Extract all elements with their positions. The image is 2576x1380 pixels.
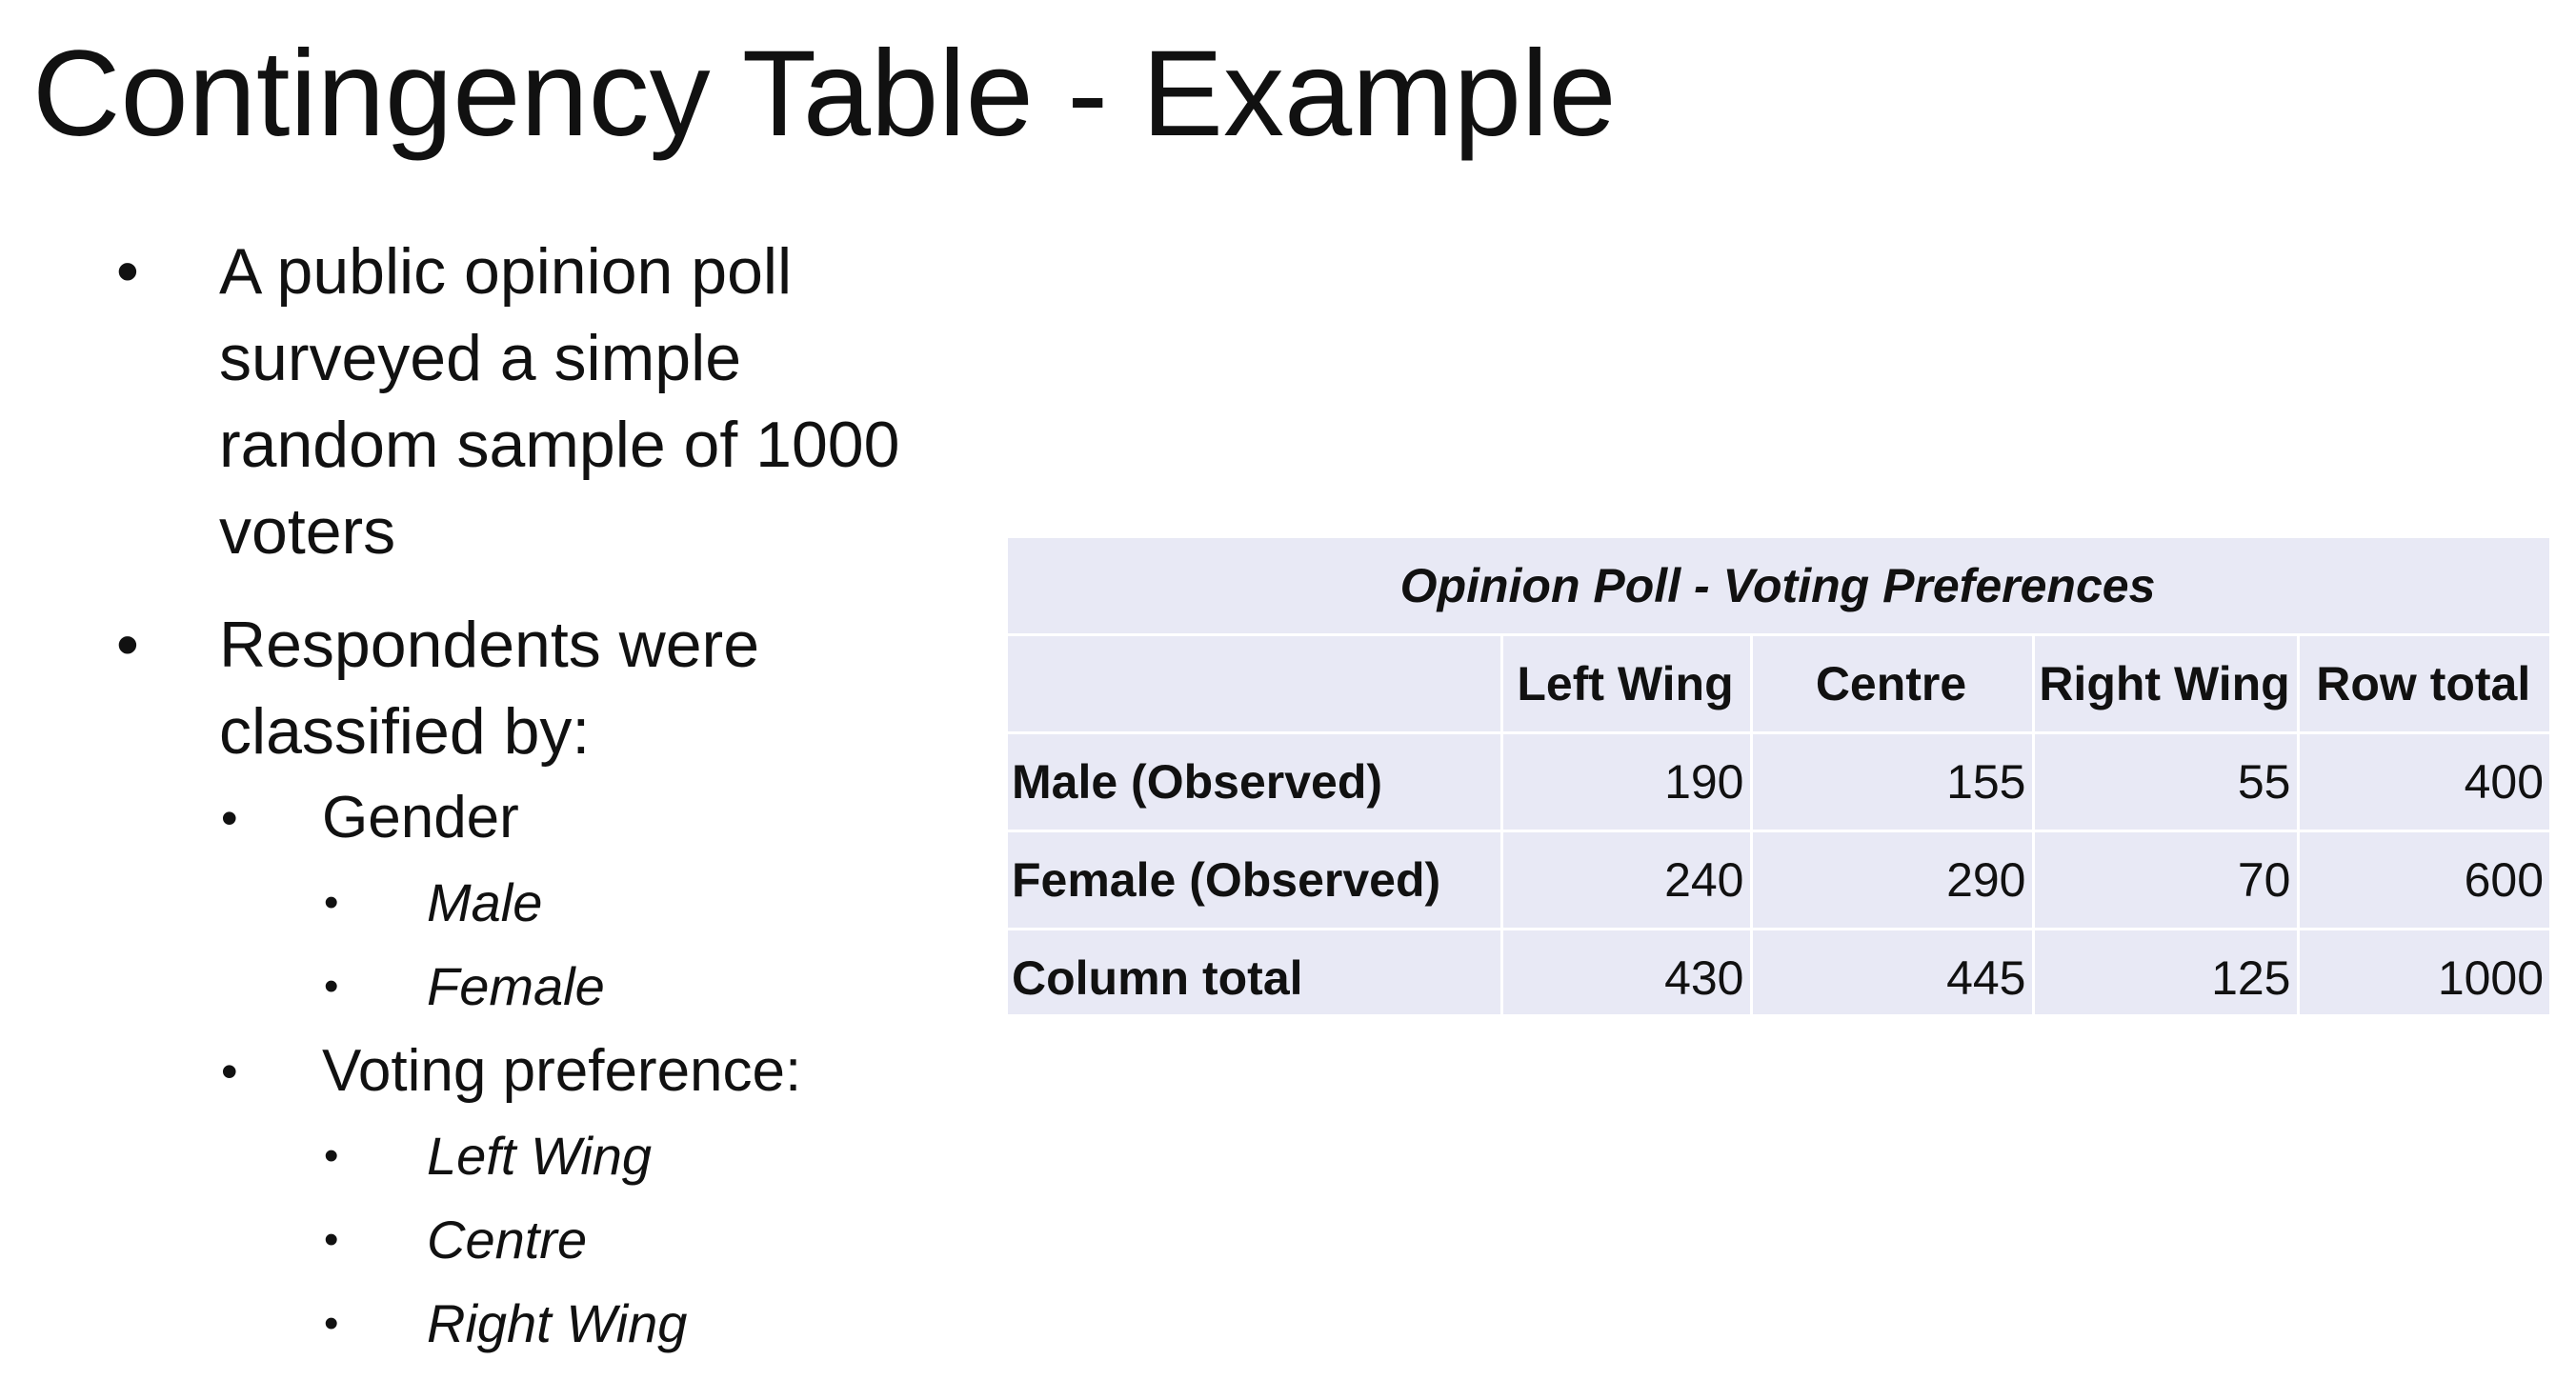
row-label: Female (Observed) — [1008, 830, 1501, 930]
contingency-table: Opinion Poll - Voting Preferences Left W… — [1008, 538, 2550, 1026]
table-cell: 430 — [1499, 928, 1751, 1026]
poll-table: Opinion Poll - Voting Preferences Left W… — [1008, 538, 2550, 1026]
table-header-row: Left Wing Centre Right Wing Row total — [1008, 633, 2550, 733]
bullet-text-line: surveyed a simple — [219, 322, 742, 394]
option-male: • Male — [0, 861, 1000, 945]
bullet-text-line: voters — [219, 495, 396, 568]
option-right-wing: • Right Wing — [0, 1282, 1000, 1366]
table-cell: 190 — [1499, 731, 1751, 831]
table-cell: 1000 — [2296, 928, 2550, 1026]
row-label: Column total — [1008, 928, 1501, 1026]
header-cell-left-wing: Left Wing — [1499, 633, 1751, 733]
table-cell: 55 — [2031, 731, 2298, 831]
sub-bullet-gender: • Gender — [0, 775, 1000, 861]
option-left-wing: • Left Wing — [0, 1114, 1000, 1198]
header-cell-empty — [1008, 633, 1501, 733]
bullet-text-line: Respondents were — [219, 609, 760, 681]
bullet-marker: • — [116, 609, 139, 681]
header-cell-row-total: Row total — [2296, 633, 2550, 733]
table-cell: 600 — [2296, 830, 2550, 930]
slide-title: Contingency Table - Example — [32, 26, 1617, 162]
bullet-marker: • — [221, 791, 238, 845]
bullet-text-line: random sample of 1000 — [219, 409, 900, 481]
bullet-marker: • — [116, 235, 139, 308]
bullet-text-line: A public opinion poll — [219, 235, 793, 308]
bullet-text-line: classified by: — [219, 695, 591, 768]
option-label: Centre — [427, 1210, 588, 1270]
option-label: Male — [427, 872, 543, 932]
table-caption: Opinion Poll - Voting Preferences — [1399, 559, 2156, 612]
table-cell: 240 — [1499, 830, 1751, 930]
bullet-marker: • — [324, 963, 339, 1010]
table-row: Male (Observed) 190 155 55 400 — [1008, 731, 2550, 831]
bullet-marker: • — [324, 1132, 339, 1179]
bullet-list: • A public opinion poll surveyed a simpl… — [0, 229, 1000, 1366]
bullet-classification: • Respondents were classified by: — [0, 602, 1000, 775]
table-cell: 400 — [2296, 731, 2550, 831]
option-female: • Female — [0, 945, 1000, 1029]
table-cell: 445 — [1749, 928, 2033, 1026]
bullet-marker: • — [324, 879, 339, 926]
table-caption-row: Opinion Poll - Voting Preferences — [1008, 538, 2549, 635]
sub-bullet-label: Gender — [322, 785, 519, 850]
table-row: Female (Observed) 240 290 70 600 — [1008, 830, 2550, 930]
header-cell-centre: Centre — [1749, 633, 2033, 733]
bullet-poll-description: • A public opinion poll surveyed a simpl… — [0, 229, 1000, 575]
table-cell: 290 — [1749, 830, 2033, 930]
row-label: Male (Observed) — [1008, 731, 1501, 831]
option-label: Left Wing — [427, 1126, 653, 1186]
option-label: Right Wing — [427, 1293, 688, 1353]
header-cell-right-wing: Right Wing — [2031, 633, 2298, 733]
table-cell: 155 — [1749, 731, 2033, 831]
option-centre: • Centre — [0, 1198, 1000, 1282]
table-row: Column total 430 445 125 1000 — [1008, 928, 2550, 1026]
sub-bullet-label: Voting preference: — [322, 1038, 802, 1104]
sub-bullet-voting-preference: • Voting preference: — [0, 1029, 1000, 1114]
table-cell: 70 — [2031, 830, 2298, 930]
option-label: Female — [427, 956, 605, 1016]
table-cell: 125 — [2031, 928, 2298, 1026]
bullet-marker: • — [221, 1045, 238, 1098]
bullet-marker: • — [324, 1216, 339, 1263]
bullet-marker: • — [324, 1300, 339, 1347]
